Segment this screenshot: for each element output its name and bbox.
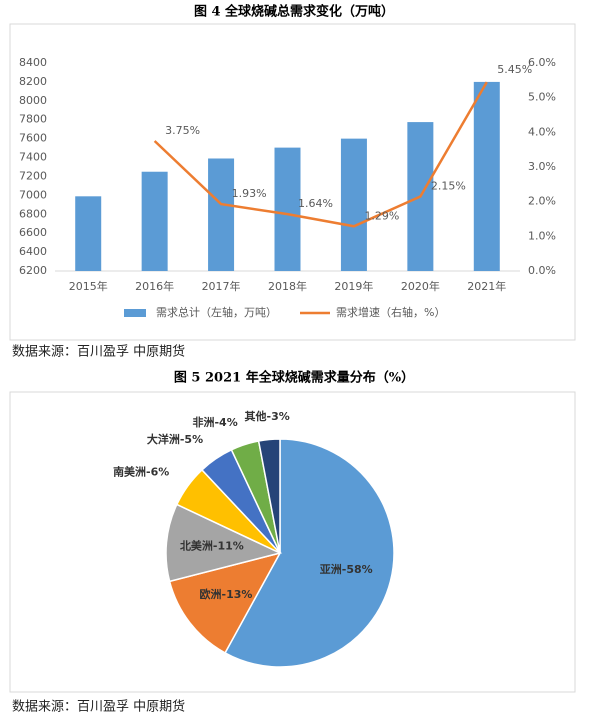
data-label: 5.45% (497, 63, 532, 76)
y-tick-label: 8000 (19, 94, 47, 107)
bar (473, 81, 500, 271)
pie-slice (168, 551, 282, 654)
y2-tick-label: 0.0% (528, 264, 556, 277)
data-label: 1.93% (232, 187, 267, 200)
slice-label: 亚洲-58% (320, 563, 373, 576)
legend-label: 需求增速（右轴，%） (336, 305, 445, 319)
y2-tick-label: 5.0% (528, 91, 556, 104)
source-note: 数据来源：百川盈孚 中原期货 (12, 344, 185, 360)
slice-label: 欧洲-13% (200, 587, 253, 601)
y-tick-label: 8200 (19, 75, 47, 88)
y-tick-label: 6600 (19, 226, 47, 239)
data-label: 1.64% (298, 197, 333, 210)
slice-label: 非洲-4% (192, 415, 237, 429)
y-tick-label: 7400 (19, 151, 47, 164)
slice-label: 南美洲-6% (113, 465, 169, 479)
x-tick-label: 2016年 (135, 279, 174, 293)
chart-frame (9, 391, 576, 693)
y-tick-label: 6800 (19, 207, 47, 220)
pie-slice (257, 438, 281, 554)
slice-label: 北美洲-11% (180, 539, 244, 553)
data-label: 2.15% (431, 179, 466, 192)
data-label: 1.29% (364, 209, 399, 222)
slice-label: 大洋洲-5% (147, 432, 203, 446)
y2-tick-label: 3.0% (528, 160, 556, 173)
figure-caption: 图 5 2021 年全球烧碱需求量分布（%） (174, 370, 414, 386)
y-tick-label: 7800 (19, 113, 47, 126)
bar (208, 158, 235, 271)
x-tick-label: 2021年 (467, 279, 506, 293)
y2-tick-label: 4.0% (528, 125, 556, 138)
y-tick-label: 7600 (19, 132, 47, 145)
chart-frame (9, 23, 576, 341)
growth-line (153, 81, 488, 228)
bar (274, 147, 301, 271)
y-tick-label: 7200 (19, 169, 47, 182)
x-tick-label: 2017年 (202, 279, 241, 293)
y-tick-label: 6400 (19, 245, 47, 258)
legend-swatch (124, 309, 146, 317)
source-note: 数据来源：百川盈孚 中原期货 (12, 699, 185, 715)
pie-slice (165, 503, 283, 583)
legend-label: 需求总计（左轴，万吨） (156, 305, 277, 319)
bar (141, 171, 168, 271)
pie-slice (224, 438, 395, 668)
x-tick-label: 2018年 (268, 279, 307, 293)
y2-tick-label: 2.0% (528, 195, 556, 208)
slice-label: 其他-3% (245, 409, 290, 423)
x-tick-label: 2015年 (69, 279, 108, 293)
y2-tick-label: 1.0% (528, 229, 556, 242)
y-tick-label: 6200 (19, 264, 47, 277)
figure-caption: 图 4 全球烧碱总需求变化（万吨） (194, 4, 394, 20)
data-label: 3.75% (165, 124, 200, 137)
bar (340, 138, 367, 271)
y-tick-label: 7000 (19, 188, 47, 201)
bar (75, 196, 102, 271)
x-tick-label: 2020年 (401, 279, 440, 293)
x-tick-label: 2019年 (334, 279, 373, 293)
y2-tick-label: 6.0% (528, 56, 556, 69)
y-tick-label: 8400 (19, 56, 47, 69)
